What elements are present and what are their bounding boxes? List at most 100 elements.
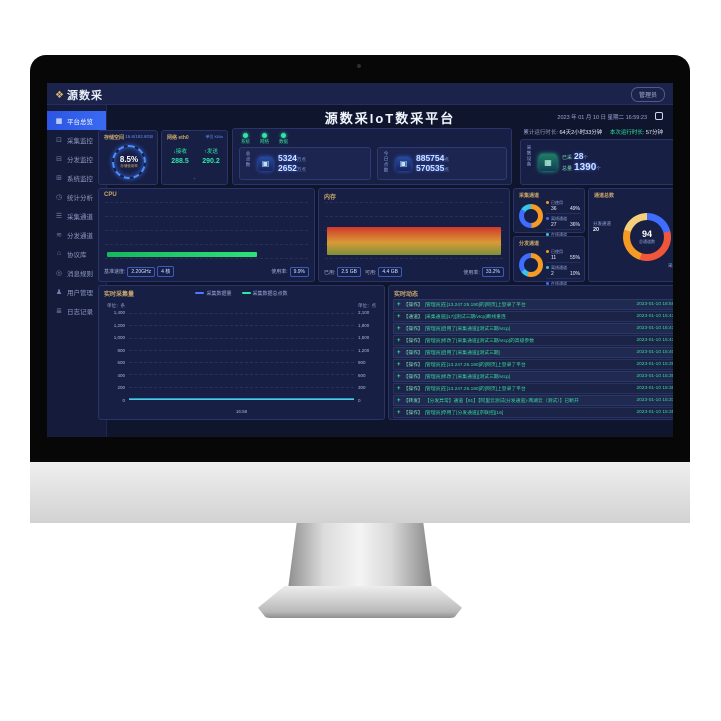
dispatch-icon: ⊟ bbox=[56, 155, 62, 163]
points-total-value-1: 5324 bbox=[278, 152, 297, 163]
logo-text: 源数采 bbox=[66, 90, 103, 102]
user-icon: ♟ bbox=[55, 288, 63, 296]
log-row[interactable]: + 【操作】 [管理员]停用了[分发通道][京联控][16] 2023-01-10 1… bbox=[393, 407, 673, 418]
cpu-panel: CPU 基准速度: 2.20GHz 4 核 使用率: 9.9% bbox=[98, 188, 315, 282]
points-today-card: 今日点数 ▣ 885754点 570535点 bbox=[377, 147, 507, 180]
runtime-session-label: 本次运行时长: bbox=[609, 130, 645, 136]
collect-channels-title: 采集通道 bbox=[519, 193, 540, 199]
legend-item-series1[interactable]: 采集数据量 bbox=[195, 290, 232, 297]
log-tag: 【操作】 bbox=[403, 339, 423, 344]
dot-label: 系统 bbox=[241, 139, 250, 144]
points-today-unit-2: 点 bbox=[444, 166, 449, 172]
devices-row1-label: 已采 bbox=[562, 154, 573, 161]
log-row[interactable]: + 【通道】 [采集通道][17][测试三期/vtcp]断线重连 2023-01-10… bbox=[393, 311, 673, 322]
dashboard-screen: ❖ 源数采 管理员 ▦ 平台总览 ⊡ 采集监控 ⊟ 分发监控 ⊞ 系统 bbox=[47, 83, 673, 437]
sidebar-item-label: 平台总览 bbox=[67, 118, 93, 126]
legend-label: 采集通道 bbox=[668, 263, 673, 268]
right-axis-unit: 单位：点 bbox=[358, 303, 376, 308]
devices-row2-value: 1390 bbox=[574, 161, 597, 173]
plus-icon: + bbox=[397, 349, 401, 356]
points-today-value-1: 885754 bbox=[416, 152, 445, 163]
legend-label: 离线通道 bbox=[551, 216, 567, 221]
monitor-bezel: ❖ 源数采 管理员 ▦ 平台总览 ⊡ 采集监控 ⊟ 分发监控 ⊞ 系统 bbox=[30, 55, 690, 462]
storage-gauge: 8.5% 存储使用率 bbox=[112, 145, 146, 179]
points-total-unit-1: 万点 bbox=[296, 156, 306, 162]
sidebar-item-dispatch-monitor[interactable]: ⊟ 分发监控 bbox=[47, 149, 106, 168]
right-axis-ticks: 2,100 1,800 1,500 1,200 900 600 300 0 bbox=[358, 310, 370, 403]
devices-values: 已采 28个 总量 1390个 bbox=[562, 151, 601, 173]
storage-capacity: 16.6/192.8GB bbox=[125, 134, 153, 139]
legend-marker bbox=[546, 201, 549, 204]
rules-icon: ◎ bbox=[55, 269, 63, 277]
network-card: 网络 eth0 单位 KB/s ↓接收 288.5 ↑发送 290.2 - bbox=[161, 130, 228, 185]
cpu-speed-label: 基准速度: bbox=[104, 269, 126, 275]
points-today-value-2: 570535 bbox=[416, 162, 445, 173]
channel-total-donut: 94 总通道数 bbox=[623, 213, 671, 261]
log-row[interactable]: + 【操作】 [管理员]修改了[采集通道][测试三期/vtcp] 2023-01-10… bbox=[393, 371, 673, 382]
legend-label: 在线通道 bbox=[551, 232, 567, 237]
log-text: [管理员]启用了[采集通道][测试三期/vtcp] bbox=[424, 327, 511, 332]
sidebar-item-collect-channel[interactable]: ☰ 采集通道 bbox=[47, 206, 106, 225]
sidebar-item-label: 系统监控 bbox=[67, 175, 93, 183]
sidebar-item-collect-monitor[interactable]: ⊡ 采集监控 bbox=[47, 130, 106, 149]
legend-value: 11 bbox=[551, 255, 557, 261]
sidebar-item-message-rules[interactable]: ◎ 消息规则 bbox=[47, 263, 106, 282]
log-row[interactable]: + 【操作】 [管理员]在[13.247.25.190]的[网页]上登录了平台 202… bbox=[393, 359, 673, 370]
legend-percent: 10% bbox=[569, 271, 580, 277]
legend-value: 2 bbox=[551, 271, 554, 277]
sidebar-item-system-monitor[interactable]: ⊞ 系统监控 bbox=[47, 168, 106, 187]
channel-icon: ☰ bbox=[55, 212, 63, 220]
sidebar-item-label: 用户管理 bbox=[67, 289, 93, 297]
points-total-card: 总点数 ▣ 5324万点 2652万点 bbox=[239, 147, 371, 180]
cpu-usage-bar bbox=[107, 252, 257, 257]
devices-row2-label: 总量 bbox=[562, 165, 573, 172]
network-title: 网络 eth0 bbox=[167, 135, 189, 141]
legend-item-series2[interactable]: 采集数据总点数 bbox=[241, 290, 288, 297]
log-row[interactable]: + 【操作】 [管理员]在[13.247.25.190]的[网页]上登录了平台 202… bbox=[393, 299, 673, 310]
log-row[interactable]: + 【操作】 [管理员]修改了[采集通道][测试三期/vtcp]的高级参数 2023-… bbox=[393, 335, 673, 346]
activity-title: 实时动态 bbox=[394, 292, 419, 298]
log-time: 2023-01-10 15:35:54 bbox=[636, 410, 673, 415]
fullscreen-icon[interactable] bbox=[655, 112, 663, 120]
log-time: 2023-01-10 15:37:00 bbox=[636, 398, 673, 403]
cpu-gridlines bbox=[105, 202, 308, 259]
legend-label: 离线通道 bbox=[551, 265, 567, 270]
log-row[interactable]: + 【转发】 【分发异常】通道【91】【阿里云测试(分发通道)·两湖云（测试）】已断… bbox=[393, 395, 673, 406]
sidebar-item-logs[interactable]: ≣ 日志记录 bbox=[47, 301, 106, 320]
left-axis-ticks: 1,400 1,200 1,000 800 600 400 200 0 bbox=[113, 310, 125, 403]
plus-icon: + bbox=[397, 373, 401, 380]
log-tag: 【通道】 bbox=[403, 315, 423, 320]
log-time: 2023-01-10 15:41:57 bbox=[636, 338, 673, 343]
plus-icon: + bbox=[397, 337, 401, 344]
sidebar-nav: ▦ 平台总览 ⊡ 采集监控 ⊟ 分发监控 ⊞ 系统监控 ◷ 统计分析 ☰ 采集通… bbox=[47, 105, 107, 437]
admin-button[interactable]: 管理员 bbox=[630, 87, 665, 102]
database-icon: ▣ bbox=[396, 156, 411, 171]
log-time: 2023-01-10 15:38:30 bbox=[636, 386, 673, 391]
legend-item: 已使用 36 49% bbox=[546, 200, 581, 214]
log-icon: ≣ bbox=[56, 307, 62, 315]
storage-title: 存储空间 bbox=[104, 135, 125, 141]
memory-usage-value: 33.2% bbox=[481, 267, 504, 277]
log-row[interactable]: + 【操作】 [管理员]启用了[采集通道][测试三期] 2023-01-10 15:4… bbox=[393, 347, 673, 358]
sidebar-item-protocol-lib[interactable]: ⌂ 协议库 bbox=[47, 244, 106, 263]
dispatch-donut-chart bbox=[519, 253, 543, 277]
log-row[interactable]: + 【操作】 [管理员]在[13.247.25.190]的[网页]上登录了平台 202… bbox=[393, 383, 673, 394]
points-today-unit-1: 点 bbox=[444, 156, 449, 162]
sidebar-item-user-management[interactable]: ♟ 用户管理 bbox=[47, 282, 106, 301]
channel-total-title: 通道总数 bbox=[594, 193, 615, 199]
app-topbar: ❖ 源数采 管理员 bbox=[47, 83, 673, 105]
device-icon: ▦ bbox=[539, 153, 557, 171]
sidebar-item-dispatch-channel[interactable]: ≋ 分发通道 bbox=[47, 225, 106, 244]
log-text: [管理员]停用了[分发通道][京联控][16] bbox=[424, 411, 504, 416]
log-row[interactable]: + 【操作】 [管理员]启用了[采集通道][测试三期/vtcp] 2023-01-10… bbox=[393, 323, 673, 334]
app-logo: ❖ 源数采 bbox=[55, 87, 103, 103]
sidebar-item-label: 采集通道 bbox=[67, 213, 93, 221]
left-axis-unit: 单位：条 bbox=[107, 303, 125, 308]
sidebar-item-label: 采集监控 bbox=[67, 137, 93, 145]
memory-avail-label: 可用: bbox=[364, 269, 377, 276]
sidebar-item-statistics[interactable]: ◷ 统计分析 bbox=[47, 187, 106, 206]
memory-avail-value: 4.4 GB bbox=[378, 267, 402, 277]
sidebar-item-overview[interactable]: ▦ 平台总览 bbox=[47, 111, 106, 130]
system-icon: ⊞ bbox=[56, 174, 62, 182]
